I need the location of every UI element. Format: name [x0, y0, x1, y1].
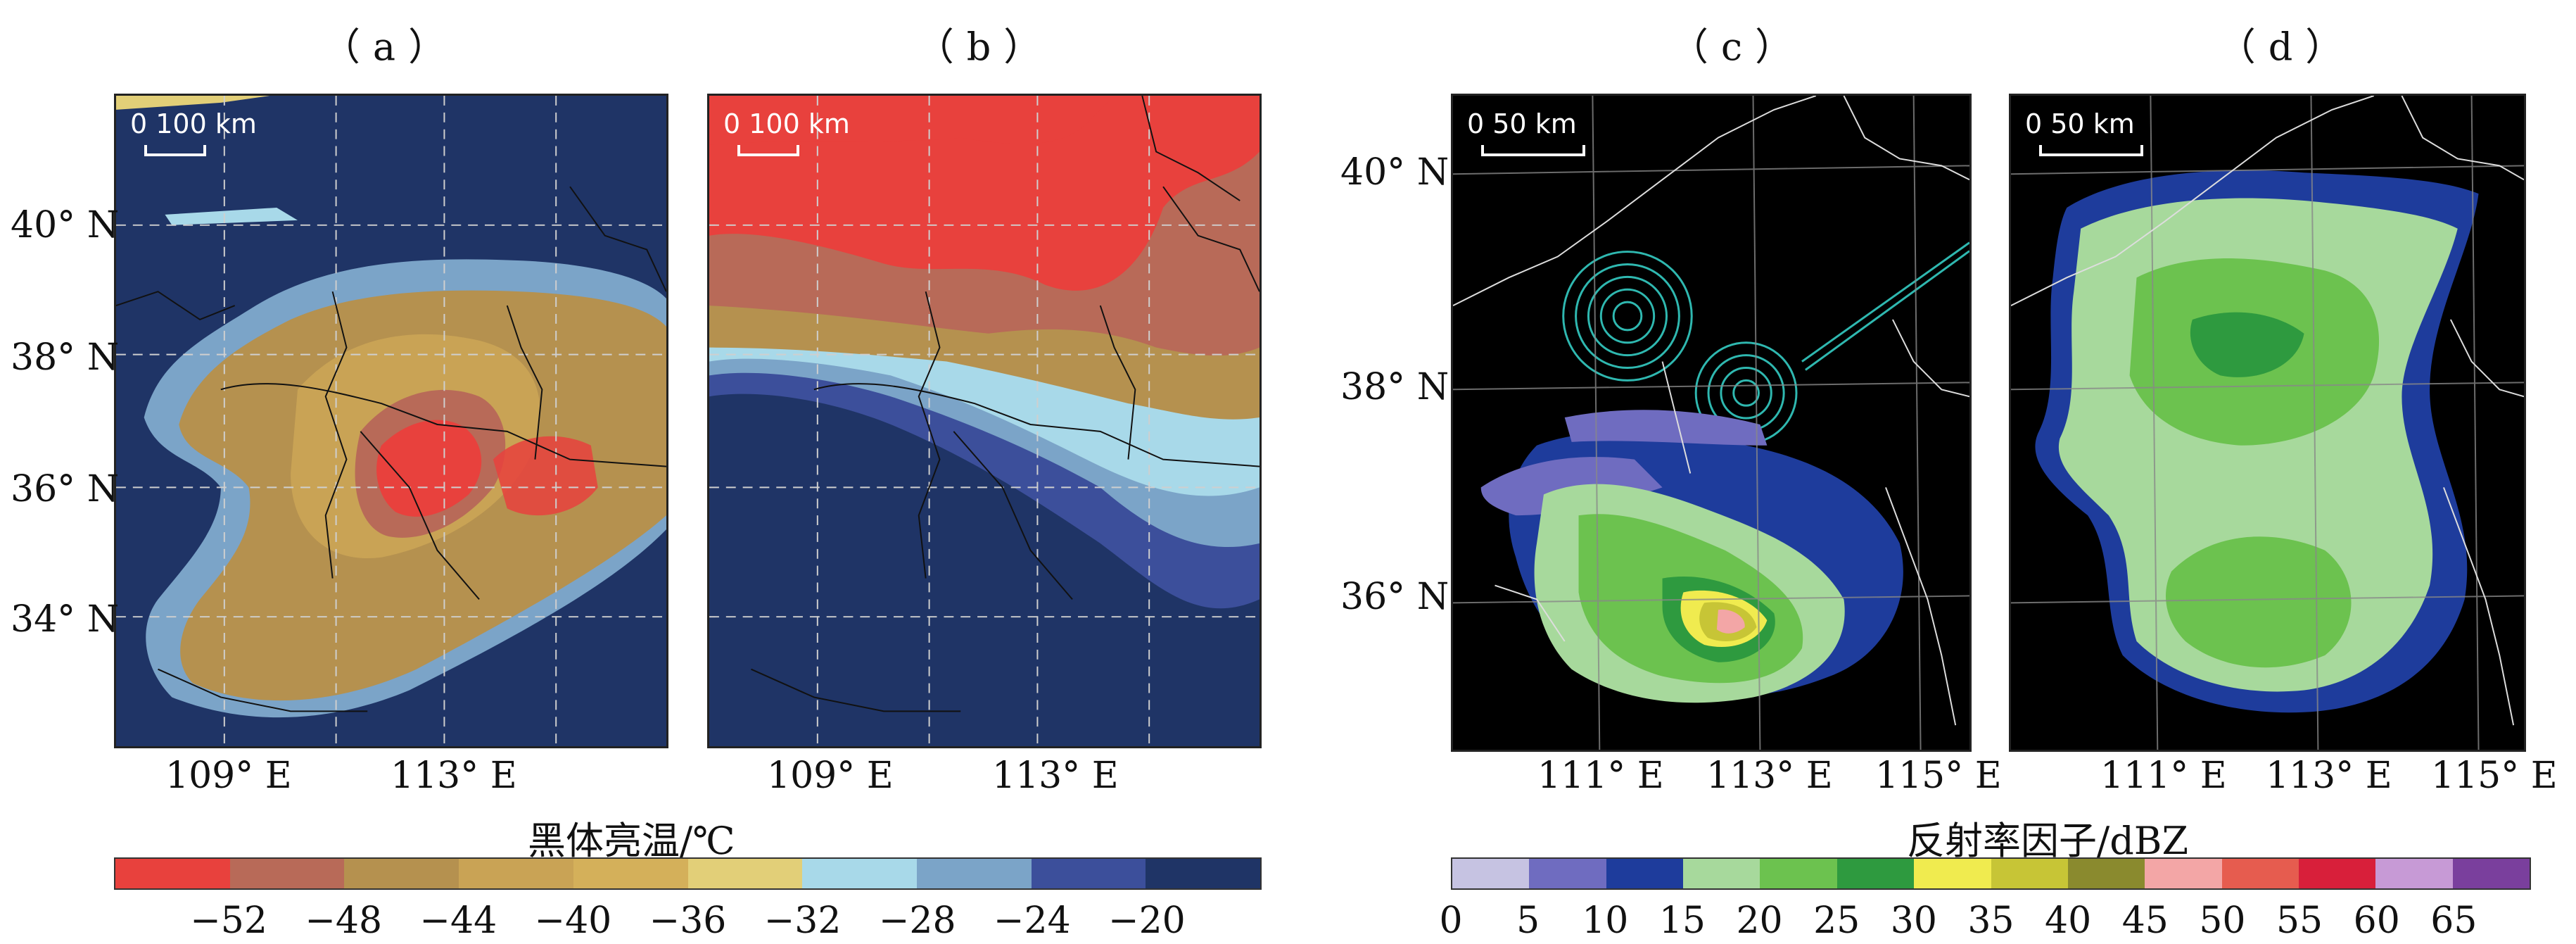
- radar-colorbar-swatch: [1683, 859, 1760, 888]
- map-panel-b: 0 100 km: [707, 94, 1262, 748]
- ir-colorbar-tick-label: −36: [649, 900, 727, 942]
- radar-colorbar-swatch: [2145, 859, 2222, 888]
- scale-bar-b: 0 100 km: [723, 108, 850, 156]
- radar-colorbar: [1451, 857, 2531, 890]
- radar-colorbar-swatch: [2375, 859, 2453, 888]
- panel-label-d: （d）: [2217, 25, 2356, 69]
- lon-label-115e-c: 115° E: [1875, 755, 2002, 797]
- lon-label-115e-d: 115° E: [2431, 755, 2558, 797]
- radar-colorbar-swatch: [1991, 859, 2068, 888]
- lat-label-38n-radar: 38° N: [1340, 366, 1449, 408]
- scale-bar-d: 0 50 km: [2025, 108, 2143, 156]
- lat-label-36n-ir: 36° N: [11, 468, 120, 510]
- radar-colorbar-tick-label: 30: [1890, 900, 1937, 942]
- lat-label-40n-radar: 40° N: [1340, 151, 1449, 194]
- radar-colorbar-swatch: [1836, 859, 1915, 888]
- ir-colorbar-tick-label: −32: [763, 900, 842, 942]
- radar-colorbar-swatch: [1529, 859, 1606, 888]
- radar-colorbar-tick-label: 25: [1813, 900, 1860, 942]
- ir-colorbar-swatch: [459, 859, 573, 888]
- ir-colorbar-tick-label: −20: [1108, 900, 1186, 942]
- ir-colorbar-swatch: [115, 859, 230, 888]
- ir-colorbar-swatch: [573, 859, 688, 888]
- radar-colorbar-swatch: [2452, 859, 2530, 888]
- scale-bar-a: 0 100 km: [130, 108, 257, 156]
- radar-colorbar-tick-label: 5: [1516, 900, 1540, 942]
- map-panel-d: 0 50 km: [2009, 94, 2526, 752]
- panel-label-c: （c）: [1670, 25, 1806, 69]
- ir-colorbar-swatch: [1146, 859, 1261, 888]
- ir-colorbar-tick-label: −40: [534, 900, 612, 942]
- radar-colorbar-swatch: [2221, 859, 2299, 888]
- lon-label-113e-a: 113° E: [391, 755, 517, 797]
- lat-label-40n-ir: 40° N: [11, 204, 120, 246]
- radar-colorbar-tick-label: 35: [1967, 900, 2015, 942]
- ir-colorbar-swatch: [1031, 859, 1146, 888]
- ir-field-b: [709, 96, 1260, 746]
- lon-label-113e-c: 113° E: [1706, 755, 1833, 797]
- panel-label-b: （b）: [915, 25, 1055, 69]
- ir-colorbar-swatch: [802, 859, 917, 888]
- ir-colorbar-tick-label: −52: [190, 900, 267, 942]
- radar-colorbar-swatch: [1760, 859, 1837, 888]
- radar-colorbar-swatch: [1606, 859, 1684, 888]
- radar-colorbar-tick-label: 40: [2045, 900, 2092, 942]
- map-panel-c: 0 50 km: [1451, 94, 1972, 752]
- lon-label-113e-b: 113° E: [992, 755, 1119, 797]
- radar-colorbar-swatch: [2298, 859, 2376, 888]
- ir-colorbar-tick-label: −24: [993, 900, 1071, 942]
- ir-colorbar-swatch: [687, 859, 803, 888]
- ir-field-a: [116, 96, 666, 746]
- radar-colorbar-title: 反射率因子/dBZ: [1907, 819, 2188, 863]
- lon-label-113e-d: 113° E: [2266, 755, 2392, 797]
- ir-colorbar-tick-label: −28: [878, 900, 956, 942]
- radar-colorbar-tick-label: 55: [2276, 900, 2323, 942]
- radar-field-c: [1453, 96, 1969, 750]
- radar-colorbar-swatch: [2067, 859, 2145, 888]
- radar-colorbar-tick-label: 60: [2353, 900, 2400, 942]
- lat-label-36n-radar: 36° N: [1340, 576, 1449, 618]
- ir-colorbar-tick-label: −48: [305, 900, 383, 942]
- ir-colorbar: [114, 857, 1262, 890]
- radar-colorbar-tick-label: 45: [2121, 900, 2169, 942]
- radar-colorbar-tick-label: 15: [1658, 900, 1706, 942]
- map-panel-a: 0 100 km: [114, 94, 668, 748]
- lon-label-109e-b: 109° E: [767, 755, 894, 797]
- lon-label-109e-a: 109° E: [165, 755, 292, 797]
- scale-bar-c: 0 50 km: [1467, 108, 1585, 156]
- lat-label-38n-ir: 38° N: [11, 336, 120, 379]
- panel-label-a: （a）: [322, 25, 459, 69]
- lon-label-111e-d: 111° E: [2100, 755, 2227, 797]
- ir-colorbar-swatch: [916, 859, 1032, 888]
- ir-colorbar-tick-label: −44: [419, 900, 497, 942]
- ir-colorbar-title: 黑体亮温/℃: [528, 819, 735, 863]
- lon-label-111e-c: 111° E: [1537, 755, 1664, 797]
- radar-colorbar-swatch: [1452, 859, 1530, 888]
- radar-colorbar-tick-label: 65: [2430, 900, 2477, 942]
- ir-colorbar-swatch: [344, 859, 459, 888]
- radar-colorbar-tick-label: 50: [2199, 900, 2246, 942]
- radar-colorbar-swatch: [1914, 859, 1991, 888]
- lat-label-34n-ir: 34° N: [11, 598, 120, 641]
- radar-field-d: [2011, 96, 2524, 750]
- radar-colorbar-tick-label: 10: [1582, 900, 1629, 942]
- radar-colorbar-tick-label: 0: [1439, 900, 1463, 942]
- radar-colorbar-tick-label: 20: [1736, 900, 1783, 942]
- ir-colorbar-swatch: [229, 859, 345, 888]
